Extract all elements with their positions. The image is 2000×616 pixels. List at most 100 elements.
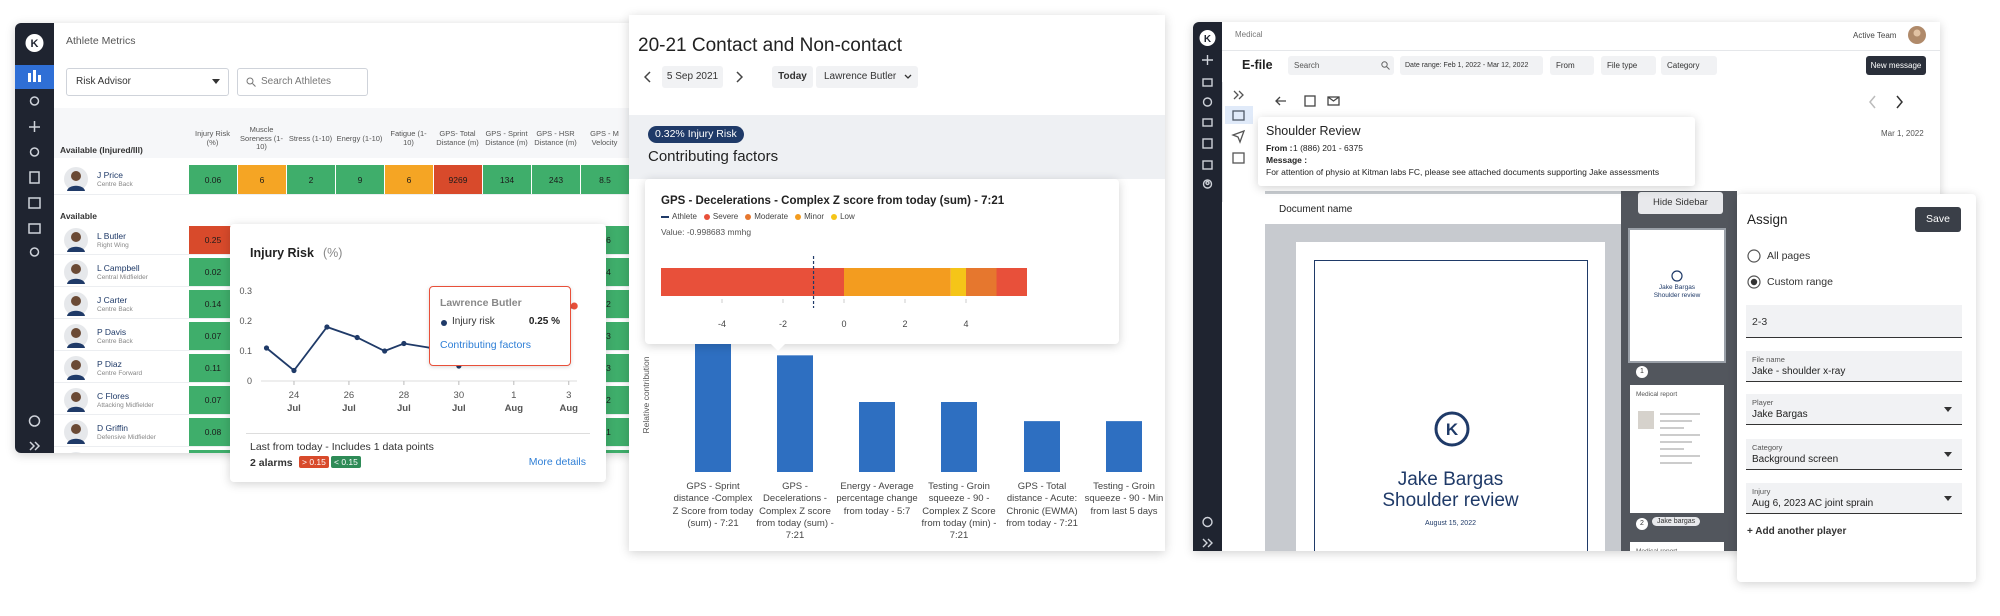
metric-cell: 8.5 (581, 165, 629, 194)
x-tick-label: 0 (841, 319, 846, 329)
user-avatar[interactable] (1907, 25, 1927, 45)
metric-cell: 0.08 (189, 418, 237, 446)
x-tick-label: -2 (779, 319, 787, 329)
legend-swatch (661, 215, 669, 218)
next-arrow[interactable] (735, 71, 743, 83)
document-header (1265, 194, 1621, 224)
risk-point (382, 348, 388, 354)
avatar-head (71, 171, 81, 181)
filter-dropdown[interactable]: From (1550, 56, 1594, 75)
x-tick-label: 28 (399, 390, 410, 401)
nav-icons: K (1199, 30, 1216, 548)
avatar-head (71, 392, 81, 402)
risk-segment (661, 268, 844, 296)
column-header: Muscle Soreness (1-10) (240, 125, 283, 152)
injury-risk-popup: Injury Risk (%) Last from today - Includ… (230, 224, 606, 482)
bar (941, 402, 977, 472)
popup-unit: (%) (323, 246, 343, 260)
athlete-position: Defensive Midfielder (97, 434, 156, 441)
tooltip-athlete: Lawrence Butler (440, 297, 522, 309)
risk-point (354, 334, 360, 341)
radio-label[interactable]: Custom range (1767, 276, 1833, 288)
x-tick-month: Jul (452, 403, 466, 414)
metric-cell: 2 (287, 165, 335, 194)
new-message-button[interactable]: New message (1866, 56, 1926, 75)
x-tick-month: Aug (505, 403, 524, 414)
date-range[interactable]: Date range: Feb 1, 2022 - Mar 12, 2022 (1400, 56, 1543, 75)
dropdown[interactable]: Risk Advisor (66, 68, 229, 96)
page-thumbnail[interactable]: Medical report (1630, 542, 1724, 551)
secondary-rail (1222, 82, 1253, 202)
legend-item: Low (831, 212, 855, 221)
avatar-bg (71, 452, 81, 453)
tooltip-title: GPS - Decelerations - Complex Z score fr… (661, 195, 1005, 207)
legend-label: Low (840, 212, 855, 221)
page-tag: Jake bargas (1652, 517, 1701, 526)
athlete-avatar (64, 356, 88, 380)
date-picker[interactable]: 5 Sep 2021 (662, 66, 723, 88)
legend-label: Severe (712, 212, 739, 221)
add-player-link[interactable]: + Add another player (1747, 526, 1847, 537)
x-category-label: GPS - Decelerations - Complex Z score fr… (756, 481, 834, 542)
text-line (1660, 462, 1692, 464)
caret (1944, 407, 1952, 412)
pager-arrows[interactable] (1867, 93, 1907, 111)
x-category-label: Energy - Average percentage change from … (836, 481, 918, 517)
avatar-body (67, 310, 85, 316)
range-input[interactable]: 2-3 (1746, 305, 1962, 338)
athlete-select[interactable]: Lawrence Butler (816, 66, 918, 88)
caret-shape (1944, 496, 1952, 501)
form-field[interactable]: Injury Aug 6, 2023 AC joint sprain (1746, 483, 1962, 514)
athlete-position: Centre Back (97, 181, 133, 188)
form-field[interactable]: File name Jake - shoulder x-ray (1746, 351, 1962, 382)
chart-tooltip: Lawrence Butler Injury risk 0.25 % Contribu… (429, 286, 571, 366)
legend-label: Minor (804, 212, 825, 221)
document-page (1296, 242, 1605, 551)
text-line (1660, 427, 1684, 429)
bar (1106, 421, 1142, 472)
avatar-body (67, 278, 85, 284)
filter-dropdown[interactable]: Category (1661, 56, 1717, 75)
save-button[interactable]: Save (1915, 207, 1961, 232)
field-value: Aug 6, 2023 AC joint sprain (1752, 498, 1874, 509)
x-category-label: Testing - Groin squeeze - 90 - Complex Z… (921, 481, 997, 542)
today-button[interactable]: Today (772, 66, 813, 88)
athlete-position: Centre Forward (97, 370, 143, 377)
search-box[interactable]: Search Athletes (237, 68, 368, 96)
metric-cell: 9 (336, 165, 384, 194)
more-details-link[interactable]: More details (528, 456, 586, 468)
legend-label: Athlete (672, 212, 697, 221)
athlete-avatar (71, 452, 81, 453)
avatar-body (67, 185, 85, 191)
prev-arrow[interactable] (644, 71, 652, 83)
text-line (1660, 434, 1700, 436)
logo (1671, 270, 1683, 282)
y-tick-label: 0.2 (239, 316, 252, 326)
avatar-head (71, 264, 81, 274)
caret-shape (1944, 452, 1952, 457)
metric-cell: 134 (483, 165, 531, 194)
legend-swatch (795, 213, 802, 220)
search-box[interactable]: Search (1288, 56, 1394, 75)
tooltip-link[interactable]: Contributing factors (440, 339, 532, 351)
bar (859, 402, 895, 472)
metric-cell: 6 (238, 165, 286, 194)
team-select[interactable]: Active Team (1853, 31, 1897, 40)
hide-sidebar-button[interactable]: Hide Sidebar (1638, 192, 1723, 214)
radio-label[interactable]: All pages (1767, 250, 1811, 262)
form-field[interactable]: Category Background screen (1746, 439, 1962, 470)
bar (1024, 421, 1060, 472)
caret (1944, 452, 1952, 457)
page-number: 1 (1636, 366, 1648, 378)
thumb-title: Medical report (1636, 391, 1678, 398)
risk-point (570, 302, 578, 310)
tooltip-pointer (770, 343, 786, 351)
filter-dropdown[interactable]: File type (1601, 56, 1656, 75)
field-value: Jake - shoulder x-ray (1752, 366, 1846, 377)
page-thumbnail[interactable]: Medical report (1630, 385, 1724, 513)
page-thumbnail[interactable]: Jake Bargas Shoulder review (1628, 228, 1726, 363)
form-field[interactable]: Player Jake Bargas (1746, 394, 1962, 425)
athlete-avatar (64, 292, 88, 316)
risk-point (324, 324, 330, 330)
page-title: E-file (1242, 58, 1273, 72)
